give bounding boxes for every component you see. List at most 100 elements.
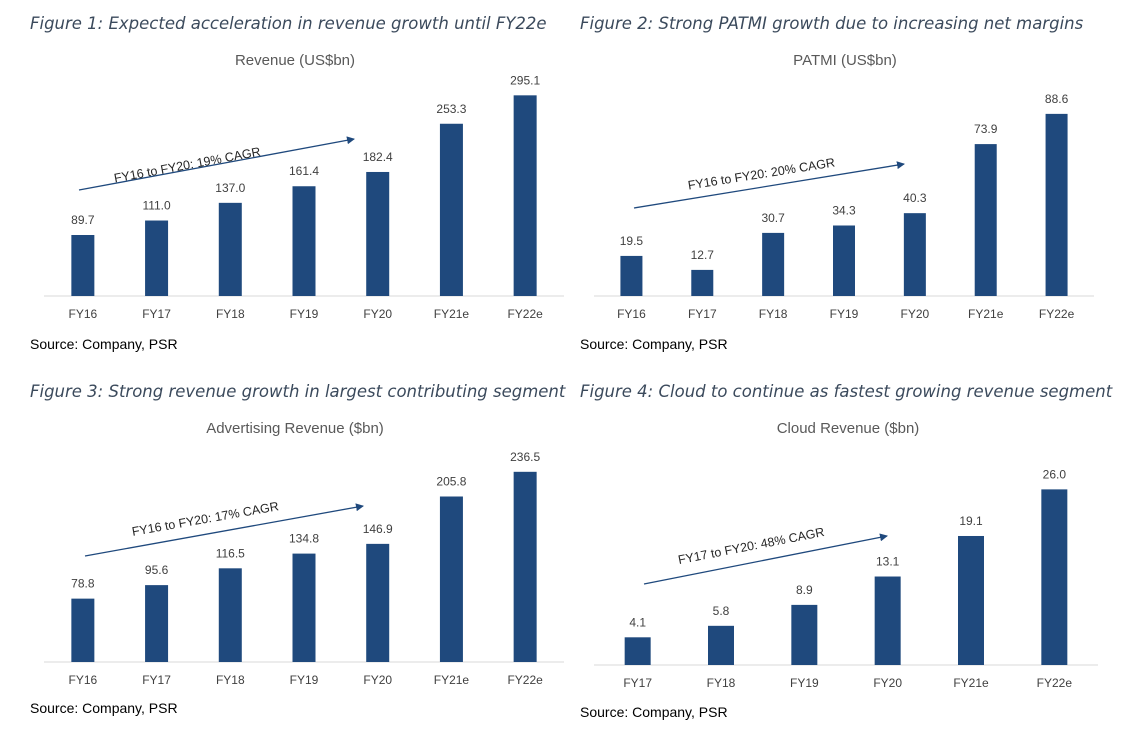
cagr-arrow: [643, 533, 888, 585]
chart-title: Revenue (US$bn): [234, 52, 356, 69]
value-label-fy18: 116.5: [216, 546, 245, 560]
value-label-fy19: 161.4: [289, 164, 319, 178]
bar-fy18: [218, 568, 242, 662]
tick-label-fy18: FY18: [216, 307, 245, 321]
bar-fy17: [624, 637, 651, 665]
tick-label-fy19: FY19: [830, 307, 859, 321]
bar-fy22e: [513, 471, 537, 662]
figure-3: Figure 3: Strong revenue growth in large…: [30, 382, 570, 742]
tick-label-fy18: FY18: [216, 673, 245, 687]
chart-title: Advertising Revenue ($bn): [206, 420, 384, 437]
tick-label-fy21e: FY21e: [434, 673, 470, 687]
cagr-arrow: [84, 503, 364, 557]
figure-4: Figure 4: Cloud to continue as fastest g…: [580, 382, 1120, 742]
bar-fy18: [218, 202, 242, 296]
bar-fy18: [762, 232, 785, 296]
bar-fy21e: [439, 496, 463, 662]
value-label-fy20: 146.9: [363, 522, 393, 536]
value-label-fy20: 182.4: [363, 150, 393, 164]
bar-chart: 4.1 FY17 5.8 FY18 8.9 FY19 13.1 FY20 19.1 FY21e 26…: [594, 467, 1098, 690]
figure-caption: Figure 4: Cloud to continue as fastest g…: [580, 382, 1113, 401]
value-label-fy19: 134.8: [289, 532, 319, 546]
tick-label-fy16: FY16: [617, 307, 646, 321]
value-label-fy22e: 295.1: [510, 73, 540, 87]
bar-fy21e: [958, 535, 984, 665]
value-label-fy17: 4.1: [629, 615, 646, 629]
figure-caption: Figure 1: Expected acceleration in reven…: [30, 14, 547, 33]
value-label-fy21e: 253.3: [436, 102, 466, 116]
bar-fy19: [833, 225, 855, 296]
bar-fy17: [145, 220, 169, 296]
cagr-annotation: FY16 to FY20: 19% CAGR: [113, 145, 262, 186]
value-label-fy16: 19.5: [620, 234, 644, 248]
bar-fy20: [903, 213, 926, 296]
figure-1: Figure 1: Expected acceleration in reven…: [30, 14, 570, 374]
value-label-fy17: 12.7: [691, 248, 715, 262]
bar-chart: 19.5 FY16 12.7 FY17 30.7 FY18 34.3 FY19 40.3 FY20…: [594, 92, 1094, 321]
value-label-fy22e: 26.0: [1043, 467, 1067, 481]
source-note: Source: Company, PSR: [30, 336, 178, 352]
tick-label-fy19: FY19: [290, 673, 319, 687]
tick-label-fy21e: FY21e: [968, 307, 1004, 321]
value-label-fy18: 30.7: [761, 211, 785, 225]
value-label-fy22e: 88.6: [1045, 92, 1069, 106]
source-note: Source: Company, PSR: [580, 336, 728, 352]
tick-label-fy18: FY18: [759, 307, 788, 321]
bar-fy16: [71, 235, 95, 296]
bar-fy21e: [974, 144, 997, 296]
tick-label-fy17: FY17: [142, 673, 171, 687]
bar-fy20: [366, 171, 390, 296]
bar-fy22e: [513, 95, 537, 296]
tick-label-fy21e: FY21e: [953, 676, 989, 690]
cagr-arrow: [633, 161, 905, 209]
bar-fy17: [145, 585, 169, 662]
value-label-fy19: 8.9: [796, 583, 813, 597]
value-label-fy18: 137.0: [215, 181, 245, 195]
bar-fy20: [366, 543, 390, 662]
value-label-fy21e: 205.8: [436, 475, 466, 489]
value-label-fy20: 40.3: [903, 191, 927, 205]
tick-label-fy19: FY19: [790, 676, 819, 690]
bar-fy16: [620, 255, 643, 296]
bar-fy19: [292, 553, 316, 662]
tick-label-fy22e: FY22e: [507, 673, 543, 687]
value-label-fy18: 5.8: [713, 604, 730, 618]
tick-label-fy21e: FY21e: [434, 307, 470, 321]
tick-label-fy17: FY17: [623, 676, 652, 690]
bar-fy19: [791, 604, 818, 665]
bar-chart: 78.8 FY16 95.6 FY17 116.5 FY18 134.8 FY19 146.9 F…: [44, 450, 564, 687]
chart-title: Cloud Revenue ($bn): [776, 420, 920, 437]
tick-label-fy16: FY16: [69, 307, 98, 321]
tick-label-fy20: FY20: [873, 676, 902, 690]
value-label-fy22e: 236.5: [510, 450, 540, 464]
tick-label-fy22e: FY22e: [1037, 676, 1073, 690]
tick-label-fy20: FY20: [363, 307, 392, 321]
source-note: Source: Company, PSR: [30, 700, 178, 716]
value-label-fy17: 95.6: [145, 563, 169, 577]
tick-label-fy17: FY17: [142, 307, 171, 321]
figure-caption: Figure 3: Strong revenue growth in large…: [30, 382, 566, 401]
tick-label-fy19: FY19: [290, 307, 319, 321]
bar-fy22e: [1045, 113, 1068, 296]
value-label-fy20: 13.1: [876, 555, 900, 569]
cagr-annotation: FY17 to FY20: 48% CAGR: [677, 525, 826, 567]
bar-fy20: [874, 576, 901, 665]
bar-fy21e: [439, 123, 463, 296]
bar-fy16: [71, 598, 95, 662]
bar-fy18: [708, 625, 734, 665]
bar-fy19: [292, 186, 316, 296]
bar-fy22e: [1041, 489, 1068, 665]
bar-fy17: [691, 269, 714, 296]
tick-label-fy22e: FY22e: [1039, 307, 1075, 321]
source-note: Source: Company, PSR: [580, 704, 728, 720]
bar-chart: 89.7 FY16 111.0 FY17 137.0 FY18 161.4 FY19 182.4…: [44, 73, 564, 321]
tick-label-fy22e: FY22e: [507, 307, 543, 321]
tick-label-fy20: FY20: [901, 307, 930, 321]
value-label-fy19: 34.3: [832, 203, 856, 217]
figure-caption: Figure 2: Strong PATMI growth due to inc…: [580, 14, 1084, 33]
tick-label-fy20: FY20: [363, 673, 392, 687]
value-label-fy16: 89.7: [71, 213, 95, 227]
value-label-fy21e: 19.1: [959, 514, 983, 528]
cagr-arrow: [78, 136, 355, 191]
value-label-fy16: 78.8: [71, 577, 95, 591]
